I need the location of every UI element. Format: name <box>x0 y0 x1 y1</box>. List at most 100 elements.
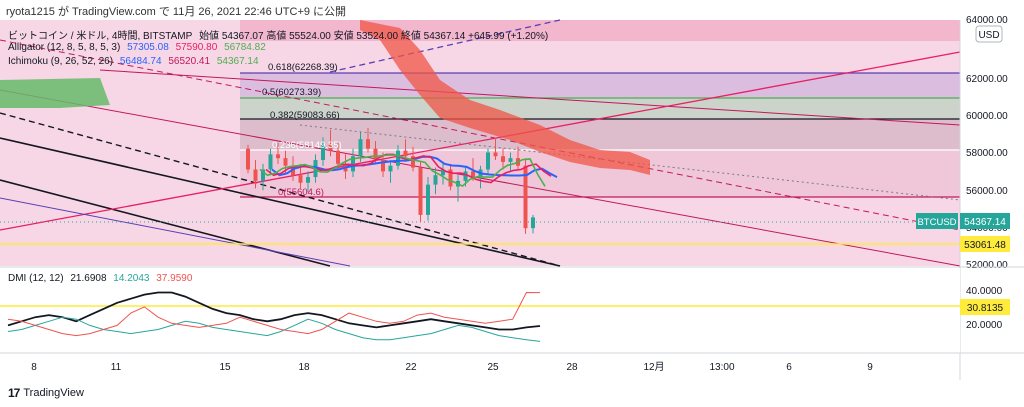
time-tick: 18 <box>298 362 310 373</box>
candle-body <box>351 156 355 172</box>
tradingview-logo[interactable]: 17 TradingView <box>8 386 84 400</box>
legend-dmi-row[interactable]: DMI (12, 12) 21.6908 14.2043 37.9590 <box>8 273 196 284</box>
legend-dmi-plus: 14.2043 <box>113 273 150 284</box>
indicator-overlays <box>259 153 558 188</box>
candle-body <box>441 169 445 176</box>
legend-dmi-adx: 21.6908 <box>70 273 107 284</box>
time-tick: 6 <box>786 362 792 373</box>
time-tick: 8 <box>31 362 37 373</box>
candle-body <box>321 144 325 161</box>
dmi-plus-line <box>7 316 541 342</box>
candle-body <box>448 169 453 187</box>
dmi-minus-line <box>7 291 541 337</box>
candle-body <box>276 154 280 159</box>
legend-alligator-row[interactable]: Alligator (12, 8, 5, 8, 5, 3) 57305.08 5… <box>8 42 270 53</box>
fib-zone-0382 <box>240 119 960 150</box>
legend-symbol: ビットコイン / 米ドル, 4時間, BITSTAMP <box>8 31 193 42</box>
alligator-jaw-line <box>271 155 558 178</box>
alligator-lips-line <box>259 154 546 188</box>
candle-body <box>433 175 438 185</box>
legend-dmi-minus: 37.9590 <box>156 273 193 284</box>
candle-body <box>411 156 415 168</box>
candle-body <box>388 165 393 172</box>
legend-alligator-jaw: 57305.08 <box>127 42 169 53</box>
legend-ichimoku-lagging: 54367.14 <box>216 56 259 67</box>
channel-rising <box>0 51 961 231</box>
level-value: 53061.48 <box>964 240 1006 251</box>
currency-button[interactable] <box>975 25 1003 43</box>
candle-body <box>426 184 430 215</box>
trend-channels <box>0 19 961 267</box>
fib-label-0618: 0.618(62268.39) <box>268 62 338 73</box>
legend-dmi-label: DMI (12, 12) <box>8 273 64 284</box>
dmi-lines <box>7 291 541 342</box>
time-tick: 25 <box>487 362 499 373</box>
candle-body <box>283 158 288 166</box>
price-tick: 62000.00 <box>966 74 1008 85</box>
candles <box>246 127 535 234</box>
legend-ichimoku-base: 56520.41 <box>168 56 211 67</box>
candle-body <box>531 217 535 229</box>
time-tick: 12月 <box>643 361 664 373</box>
tradingview-brand: TradingView <box>23 387 84 399</box>
dmi-pane-background <box>0 268 960 353</box>
time-tick: 22 <box>405 362 417 373</box>
legend-ichimoku-label: Ichimoku (9, 26, 52, 26) <box>8 56 114 67</box>
last-price-value: 54367.14 <box>964 217 1006 228</box>
symbol-tag <box>916 213 958 229</box>
legend-symbol-row[interactable]: ビットコイン / 米ドル, 4時間, BITSTAMP 始値 54367.07 … <box>8 27 552 42</box>
publish-header: ryota1215 が TradingView.com で 11月 26, 20… <box>6 3 346 19</box>
level-badge <box>960 236 1010 252</box>
fib-label-0236: 0.236(58149.35) <box>272 140 342 151</box>
channel-purple <box>0 197 351 267</box>
candle-body <box>508 158 513 162</box>
candle-body <box>366 139 370 149</box>
candle-body <box>336 150 340 164</box>
time-tick: 13:00 <box>709 362 734 373</box>
candle-body <box>523 165 528 229</box>
price-tick: 56000.00 <box>966 186 1008 197</box>
price-tick: 52000.00 <box>966 260 1008 271</box>
ichimoku-cloud <box>360 20 650 175</box>
legend-alligator-teeth: 57590.80 <box>175 42 218 53</box>
candle-body <box>463 171 468 181</box>
tradingview-logo-icon: 17 <box>8 386 20 400</box>
currency-unit: USD <box>978 30 999 41</box>
fib-label-0382: 0.382(59083.66) <box>270 110 340 121</box>
publish-text: ryota1215 が TradingView.com で 11月 26, 20… <box>6 6 347 18</box>
dmi-level-value: 30.8135 <box>967 303 1004 314</box>
candle-body <box>381 160 385 172</box>
candle-body <box>403 150 408 157</box>
symbol-tag-text: BTCUSD <box>917 217 956 228</box>
candle-body <box>396 150 400 166</box>
channel-grey-dotted <box>299 124 961 201</box>
time-tick: 11 <box>111 362 122 373</box>
last-price-badge <box>960 213 1010 229</box>
legend-ichimoku-row[interactable]: Ichimoku (9, 26, 52, 26) 56484.74 56520.… <box>8 56 263 67</box>
price-tick: 58000.00 <box>966 148 1008 159</box>
dmi-ticks: 40.0000 20.0000 <box>966 286 1003 331</box>
candle-body <box>373 148 378 161</box>
time-tick: 15 <box>219 362 231 373</box>
candle-body <box>328 144 333 151</box>
fib-zone-0618 <box>240 73 960 98</box>
candle-body <box>418 167 423 215</box>
legend-alligator-lips: 56784.82 <box>224 42 266 53</box>
candle-body <box>306 177 310 183</box>
legend-ohlc: 始値 54367.07 高値 55524.00 安値 53524.00 終値 5… <box>199 31 549 42</box>
dmi-level-badge <box>960 299 1010 315</box>
time-axis[interactable]: 8 11 15 18 22 25 28 12月 13:00 6 9 <box>31 361 873 373</box>
dmi-tick: 20.0000 <box>966 320 1003 331</box>
channel-black-dashed <box>0 112 561 267</box>
legend-alligator-label: Alligator (12, 8, 5, 8, 5, 3) <box>8 42 121 53</box>
time-tick: 28 <box>566 362 578 373</box>
candle-body <box>246 148 250 170</box>
price-tick: 64000.00 <box>966 15 1008 26</box>
candle-body <box>261 169 265 181</box>
candle-body <box>501 156 505 162</box>
dmi-tick: 40.0000 <box>966 286 1003 297</box>
channel-pink-upper <box>99 69 961 126</box>
time-tick: 9 <box>867 362 873 373</box>
channel-pink-dashed <box>0 39 961 231</box>
